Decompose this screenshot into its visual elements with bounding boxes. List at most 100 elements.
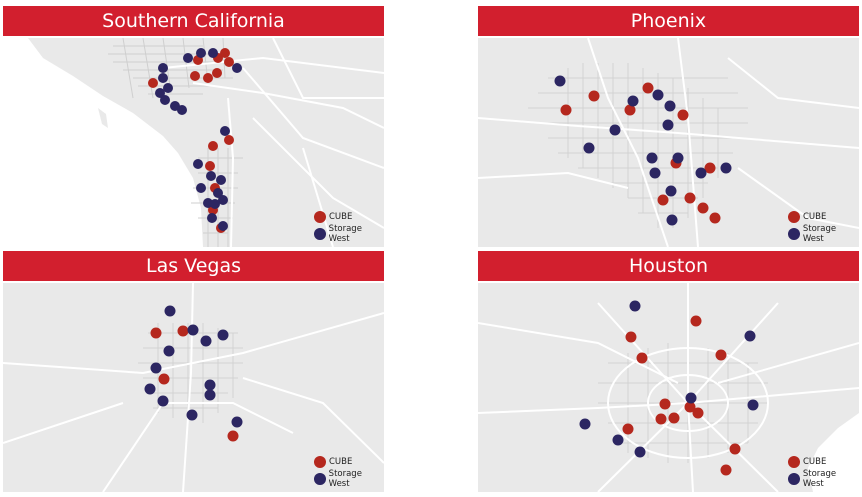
map-phoenix[interactable]: CUBE Storage West — [478, 38, 859, 247]
storage-west-marker — [579, 418, 591, 430]
storage-west-marker — [183, 53, 193, 63]
map-houston[interactable]: CUBE Storage West — [478, 283, 859, 492]
cube-marker — [642, 82, 654, 94]
panel-houston: Houston — [478, 251, 859, 492]
storage-west-marker — [200, 335, 212, 347]
cube-marker — [622, 423, 634, 435]
storage-west-marker — [210, 199, 220, 209]
map-canvas — [3, 283, 384, 492]
storage-west-marker — [158, 73, 168, 83]
storage-west-marker — [634, 446, 646, 458]
roads — [162, 38, 384, 247]
storage-west-marker — [695, 167, 707, 179]
storage-west-marker — [217, 329, 229, 341]
storage-west-marker — [747, 399, 759, 411]
legend-storage-west-label: Storage West — [328, 468, 362, 489]
storage-west-marker — [583, 142, 595, 154]
storage-west-marker — [646, 152, 658, 164]
storage-west-marker — [157, 395, 169, 407]
legend-storage-west-label: Storage West — [802, 468, 837, 489]
storage-west-legend-swatch — [314, 472, 326, 485]
cube-marker — [203, 73, 213, 83]
storage-west-marker — [649, 167, 661, 179]
panel-title: Las Vegas — [3, 251, 384, 281]
roads — [3, 283, 384, 492]
legend-storage-west-label: Storage West — [802, 223, 837, 244]
cube-legend-swatch — [314, 210, 326, 223]
cube-marker — [659, 398, 671, 410]
storage-west-marker — [163, 345, 175, 357]
cube-marker — [224, 135, 234, 145]
storage-west-marker — [672, 152, 684, 164]
map-las-vegas[interactable]: CUBE Storage West — [3, 283, 384, 492]
storage-west-marker — [213, 188, 223, 198]
cube-marker — [208, 141, 218, 151]
storage-west-marker — [207, 213, 217, 223]
cube-legend-swatch — [788, 455, 800, 468]
markers — [144, 305, 243, 442]
cube-marker — [684, 401, 696, 413]
map-legend: CUBE Storage West — [314, 453, 384, 489]
storage-west-marker — [232, 63, 242, 73]
island — [98, 108, 108, 128]
storage-west-marker — [187, 324, 199, 336]
map-southern-california[interactable]: CUBE Storage West — [3, 38, 384, 247]
storage-west-marker — [231, 416, 243, 428]
storage-west-marker — [204, 389, 216, 401]
storage-west-marker — [627, 95, 639, 107]
cube-marker — [704, 162, 716, 174]
storage-west-marker — [163, 83, 173, 93]
cube-marker — [655, 413, 667, 425]
legend-cube-label: CUBE — [803, 211, 827, 222]
cube-marker — [636, 352, 648, 364]
storage-west-legend-swatch — [788, 227, 800, 240]
storage-west-marker — [218, 221, 228, 231]
storage-west-marker — [196, 183, 206, 193]
map-legend: CUBE Storage West — [314, 208, 384, 244]
panel-southern-california: Southern California — [3, 6, 384, 247]
cube-marker — [715, 349, 727, 361]
map-legend: CUBE Storage West — [788, 453, 859, 489]
cube-legend-swatch — [314, 455, 326, 468]
storage-west-marker — [155, 88, 165, 98]
panel-phoenix: Phoenix — [478, 6, 859, 247]
storage-west-marker — [206, 171, 216, 181]
cube-marker — [720, 464, 732, 476]
storage-west-marker — [216, 175, 226, 185]
cube-marker — [709, 212, 721, 224]
map-canvas — [3, 38, 384, 247]
cube-marker — [227, 430, 239, 442]
storage-west-marker — [196, 48, 206, 58]
urban-grid — [528, 63, 748, 228]
legend-cube-label: CUBE — [329, 456, 353, 467]
bay-water — [808, 413, 859, 492]
cube-marker — [692, 407, 704, 419]
storage-west-marker — [160, 95, 170, 105]
map-canvas — [478, 38, 859, 247]
cube-marker — [684, 192, 696, 204]
storage-west-marker — [612, 434, 624, 446]
storage-west-marker — [664, 100, 676, 112]
storage-west-marker — [164, 305, 176, 317]
storage-west-marker — [665, 185, 677, 197]
cube-marker — [624, 104, 636, 116]
cube-marker — [212, 68, 222, 78]
map-legend: CUBE Storage West — [788, 208, 859, 244]
cube-marker — [588, 90, 600, 102]
storage-west-marker — [220, 126, 230, 136]
cube-marker — [224, 57, 234, 67]
storage-west-marker — [158, 63, 168, 73]
roads — [478, 38, 859, 247]
cube-marker — [177, 325, 189, 337]
panel-title: Houston — [478, 251, 859, 281]
storage-west-marker — [144, 383, 156, 395]
cube-marker — [205, 161, 215, 171]
storage-west-marker — [666, 214, 678, 226]
cube-marker — [729, 443, 741, 455]
cube-marker — [690, 315, 702, 327]
storage-west-marker — [662, 119, 674, 131]
storage-west-marker — [685, 392, 697, 404]
storage-west-marker — [554, 75, 566, 87]
ocean-area — [3, 38, 203, 247]
storage-west-marker — [609, 124, 621, 136]
